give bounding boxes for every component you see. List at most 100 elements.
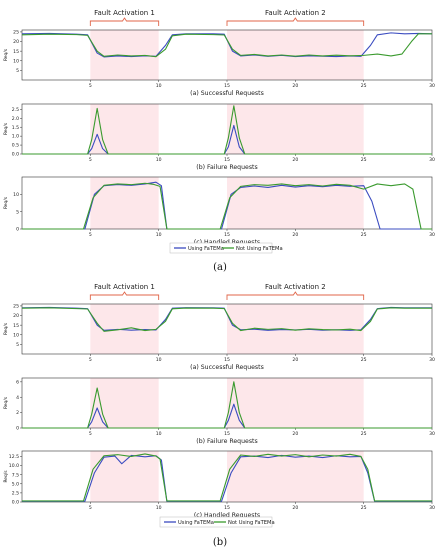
y-axis-label: Req/s (3, 48, 9, 61)
panel-caption: (c) Handled Requests (194, 512, 260, 519)
fault-label-2: Fault Activation 2 (265, 9, 326, 17)
y-tick-label: 2.5 (12, 107, 19, 113)
x-tick-label: 20 (292, 157, 298, 163)
panel-caption: (a) Successful Requests (190, 90, 264, 97)
x-tick-label: 5 (89, 232, 92, 238)
x-tick-label: 20 (292, 357, 298, 363)
chart-panel-3: 5 10 15 20 25 30 0 5 10 Req/s (c) Handled Requests (3, 176, 435, 246)
x-tick-label: 10 (156, 232, 162, 238)
x-tick-label: 5 (89, 83, 92, 89)
panel-caption: (c) Handled Requests (194, 239, 260, 246)
y-tick-label: 5.0 (12, 481, 19, 487)
fault-bracket-2 (226, 291, 365, 300)
y-axis-label: Req/s (3, 122, 9, 135)
chart-panel-1: 5 10 15 20 25 30 5 10 15 20 25 Req/s (a) Successful … (3, 9, 435, 97)
fault-window-1 (90, 177, 159, 229)
y-tick-label: 0 (16, 426, 19, 432)
chart-panel-2: 5 10 15 20 25 30 0.0 0.5 1.0 1.5 2.0 2.5 Req/s (b) Fa… (3, 103, 435, 171)
x-tick-label: 5 (89, 505, 92, 511)
x-tick-label: 15 (224, 232, 230, 238)
fault-window-2 (227, 104, 364, 154)
series-line-using (21, 32, 433, 58)
y-tick-label: 0.0 (12, 500, 19, 506)
y-tick-label: 12.5 (9, 454, 19, 460)
series-line-not-using (21, 307, 432, 332)
y-tick-label: 15 (13, 49, 19, 55)
y-tick-label: 5 (16, 342, 19, 348)
y-tick-label: 20 (13, 39, 19, 45)
subfigure-label-b: (b) (213, 537, 227, 548)
fault-bracket-1 (89, 17, 160, 26)
fault-window-1 (90, 451, 159, 502)
y-tick-label: 1.5 (12, 125, 19, 131)
x-tick-label: 20 (292, 83, 298, 89)
series-line-not-using (21, 33, 432, 58)
legend-box (169, 242, 273, 254)
y-tick-label: 10 (13, 58, 19, 64)
y-tick-label: 2 (16, 410, 19, 416)
fault-label-1: Fault Activation 1 (94, 283, 155, 291)
chart-panel-4: 5 10 15 20 25 30 5 10 15 20 25 Req/s (a) Successful … (3, 283, 435, 371)
legend-label-using: Using FaTEMa (188, 246, 224, 252)
x-tick-label: 15 (224, 83, 230, 89)
fault-label-1: Fault Activation 1 (94, 9, 155, 17)
x-tick-label: 30 (429, 357, 435, 363)
x-tick-label: 10 (156, 357, 162, 363)
x-tick-label: 20 (292, 431, 298, 437)
x-tick-label: 30 (429, 232, 435, 238)
y-tick-label: 7.5 (12, 472, 19, 478)
x-tick-label: 25 (361, 83, 367, 89)
y-tick-label: 0.0 (12, 152, 19, 158)
y-tick-label: 10 (13, 332, 19, 338)
y-tick-label: 10.0 (9, 463, 19, 469)
y-tick-label: 25 (13, 304, 19, 310)
legend-a: Using FaTEMa Not Using FaTEMa (169, 242, 283, 254)
x-tick-label: 15 (224, 157, 230, 163)
x-tick-label: 15 (224, 431, 230, 437)
x-tick-label: 25 (361, 232, 367, 238)
fault-window-2 (227, 451, 364, 502)
x-tick-label: 15 (224, 505, 230, 511)
subfigure-label-a: (a) (213, 262, 227, 273)
x-tick-label: 30 (429, 505, 435, 511)
y-tick-label: 0.5 (12, 143, 19, 149)
y-axis-label: Req/s (3, 396, 9, 409)
x-tick-label: 10 (156, 505, 162, 511)
x-tick-label: 25 (361, 431, 367, 437)
y-axis-label: Req/s (3, 322, 9, 335)
y-tick-label: 1.0 (12, 134, 19, 140)
legend-label-not-using: Not Using FaTEMa (236, 246, 283, 252)
x-tick-label: 30 (429, 157, 435, 163)
legend-label-using: Using FaTEMa (178, 520, 214, 526)
fault-window-2 (227, 378, 364, 428)
panel-caption: (b) Failure Requests (196, 164, 257, 171)
x-tick-label: 20 (292, 232, 298, 238)
y-tick-label: 4 (16, 395, 19, 401)
x-tick-label: 25 (361, 157, 367, 163)
legend-label-not-using: Not Using FaTEMa (228, 520, 275, 526)
x-tick-label: 20 (292, 505, 298, 511)
x-tick-label: 25 (361, 357, 367, 363)
panel-caption: (b) Failure Requests (196, 438, 257, 445)
x-tick-label: 5 (89, 357, 92, 363)
x-tick-label: 30 (429, 431, 435, 437)
x-tick-label: 5 (89, 431, 92, 437)
x-tick-label: 5 (89, 157, 92, 163)
y-tick-label: 0 (16, 227, 19, 233)
legend-b: Using FaTEMa Not Using FaTEMa (159, 516, 275, 528)
series-line-not-using (22, 453, 432, 502)
panel-caption: (a) Successful Requests (190, 364, 264, 371)
x-tick-label: 10 (156, 431, 162, 437)
x-tick-label: 10 (156, 157, 162, 163)
y-tick-label: 6 (16, 379, 19, 385)
series-line-not-using (22, 105, 432, 155)
y-tick-label: 15 (13, 323, 19, 329)
series-line-using (22, 181, 432, 230)
series-line-not-using (22, 182, 432, 230)
series-line-not-using (22, 381, 432, 429)
y-axis-label: Req/s (3, 470, 9, 483)
x-tick-label: 10 (156, 83, 162, 89)
series-line-using (22, 454, 432, 502)
